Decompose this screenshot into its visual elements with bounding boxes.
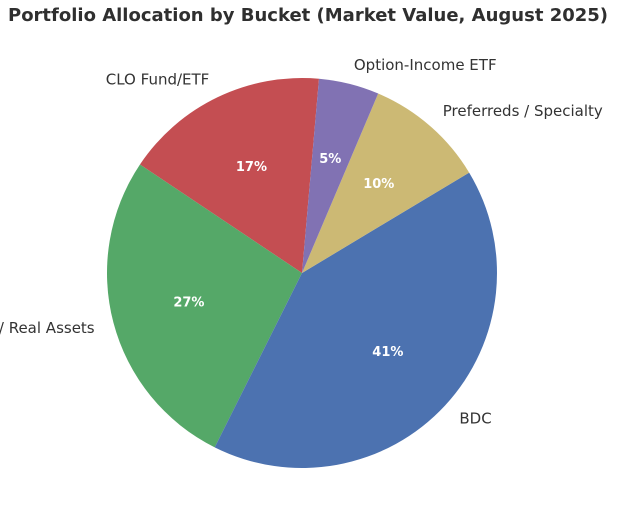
slice-label-bdc: BDC [459, 410, 491, 428]
pct-label-option-income-etf: 5% [319, 152, 341, 167]
pct-label-cef-real-assets: 27% [173, 295, 204, 310]
pie-slice-option-income-etf [302, 78, 379, 274]
pie-slice-bdc [214, 172, 497, 468]
pct-label-clo-fund-etf: 17% [236, 160, 267, 175]
pie-slice-clo-fund-etf [139, 77, 319, 273]
slice-label-option-income-etf: Option-Income ETF [354, 56, 497, 74]
chart-title: Portfolio Allocation by Bucket (Market V… [8, 5, 609, 26]
pie-slice-preferreds-specialty [302, 93, 470, 273]
pie-slice-cef-real-assets [107, 164, 302, 448]
pct-label-preferreds-specialty: 10% [363, 177, 394, 192]
pie-labels: 17% CLO Fund/ETF 27% CEF / Real Assets 41% BD… [0, 56, 603, 428]
slice-label-preferreds-specialty: Preferreds / Specialty [443, 102, 603, 120]
pie-slices [107, 77, 497, 468]
slice-label-clo-fund-etf: CLO Fund/ETF [106, 71, 210, 89]
slice-label-cef-real-assets: CEF / Real Assets [0, 319, 95, 337]
pct-label-bdc: 41% [372, 345, 403, 360]
